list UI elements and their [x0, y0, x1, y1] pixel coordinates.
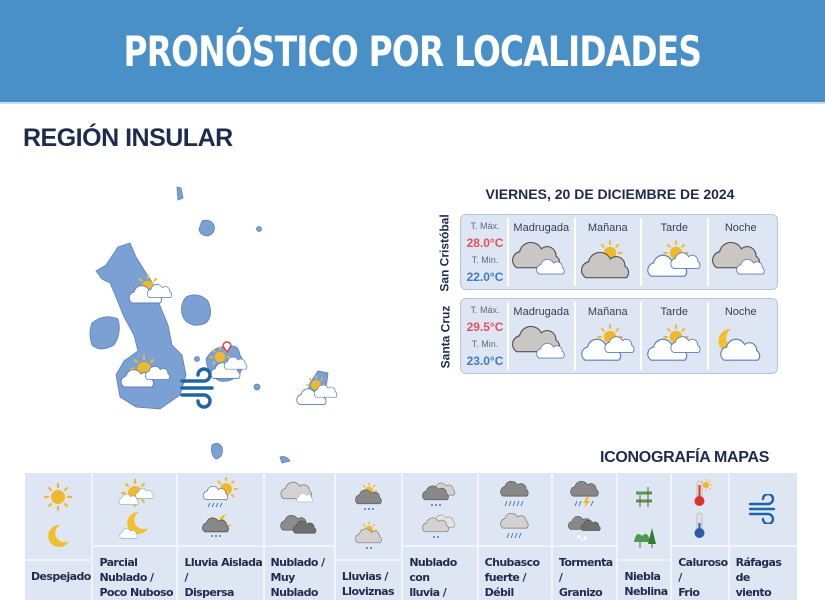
legend-title: ICONOGRAFÍA MAPAS — [600, 449, 770, 466]
partly-cloudy-icon — [647, 240, 701, 277]
sun-icon — [44, 482, 73, 511]
region-title: REGIÓN INSULAR — [23, 124, 233, 152]
island-floreana — [211, 443, 223, 460]
island-santiago — [181, 294, 211, 326]
cloudy-icon — [711, 241, 765, 275]
moon-rain-icon — [202, 514, 233, 537]
max-temp-value: 29.5°C — [466, 319, 504, 334]
location-name: San Cristóbal — [438, 214, 453, 292]
min-temp-value: 22.0°C — [466, 269, 504, 284]
temperatures: T. Máx. 28.0°C T. Min. 22.0°C — [465, 218, 509, 286]
hail-icon — [567, 516, 601, 541]
legend-item-rafagas: Ráfagas de viento — [729, 473, 797, 600]
legend-item-nublado: Nublado / Muy Nublado — [264, 473, 336, 600]
moon-cloud-icon — [119, 511, 148, 539]
forecast-date: VIERNES, 20 DE DICIEMBRE DE 2024 — [485, 186, 735, 202]
thunderstorm-icon — [569, 480, 599, 508]
legend-item-chubasco: Chubasco fuerte / Débil — [478, 473, 553, 600]
location-pin-icon — [222, 341, 232, 354]
min-temp-label: T. Min. — [471, 338, 499, 349]
wind-gust-icon — [749, 494, 776, 524]
fog-icon — [636, 486, 653, 507]
period-manana: Mañana — [576, 218, 642, 286]
sun-cloud-drizzle-icon — [354, 521, 382, 549]
wind-gust-icon — [180, 367, 214, 409]
island-pinta — [198, 219, 215, 237]
max-temp-label: T. Máx. — [470, 220, 500, 231]
moon-icon — [48, 524, 70, 547]
page-title: PRONÓSTICO POR LOCALIDADES — [123, 26, 703, 76]
sun-rain-icon — [203, 477, 239, 508]
partly-cloudy-icon — [580, 240, 630, 279]
page-banner: PRONÓSTICO POR LOCALIDADES — [0, 0, 825, 104]
overcast-icon — [280, 514, 317, 534]
island-pinzon — [194, 356, 200, 362]
legend-item-parcial-nublado: Parcial Nublado / Poco Nuboso — [93, 473, 179, 600]
island-fernandina — [89, 316, 120, 350]
hot-thermometer-icon — [694, 478, 713, 506]
legend-item-lluvia-aislada: Lluvia Aislada / Dispersa — [178, 473, 265, 600]
sun-cloud-rain-icon — [354, 482, 382, 510]
location-card-santa-cruz: Santa Cruz T. Máx. 29.5°C T. Min. 23.0°C… — [438, 298, 778, 374]
partly-cloudy-icon — [647, 324, 701, 361]
legend-item-lluvias: Lluvias / Lloviznas — [335, 473, 404, 600]
period-madrugada: Madrugada — [509, 302, 576, 370]
legend-item-despejado: Despejado — [25, 473, 94, 600]
legend-item-caluroso: Caluroso / Frio — [672, 473, 730, 600]
max-temp-value: 28.0°C — [466, 235, 504, 250]
legend-item-niebla: Niebla Neblina — [618, 473, 673, 600]
legend-item-tormenta: Tormenta / Granizo — [552, 473, 619, 600]
cloud-rain-icon — [422, 482, 456, 506]
period-noche: Noche — [709, 218, 774, 286]
islands — [89, 186, 329, 464]
mist-icon — [634, 527, 657, 548]
island-darwin — [176, 186, 184, 201]
cloudy-icon — [512, 241, 565, 275]
max-temp-label: T. Máx. — [470, 304, 500, 315]
sun-cloud-icon — [118, 478, 154, 508]
period-manana: Mañana — [576, 302, 642, 370]
location-name: Santa Cruz — [438, 305, 452, 369]
location-card-san-cristobal: San Cristóbal T. Máx. 28.0°C T. Min. 22.… — [438, 214, 778, 292]
cloud-drizzle-icon — [422, 514, 456, 538]
cloudy-icon — [280, 481, 314, 503]
cold-thermometer-icon — [694, 512, 705, 538]
min-temp-value: 23.0°C — [466, 353, 504, 368]
period-tarde: Tarde — [642, 218, 709, 286]
island-genovesa — [256, 226, 262, 232]
min-temp-label: T. Min. — [471, 254, 499, 265]
period-tarde: Tarde — [642, 302, 709, 370]
night-partly-cloudy-icon — [718, 328, 761, 361]
period-madrugada: Madrugada — [509, 218, 576, 286]
island-espanola — [279, 456, 291, 464]
island-santa-fe — [253, 383, 261, 391]
cloudy-icon — [512, 325, 565, 359]
icon-legend: Despejado Parcial Nublado / Poco Nuboso — [25, 473, 797, 600]
light-shower-icon — [499, 512, 529, 539]
galapagos-map — [70, 175, 370, 475]
period-noche: Noche — [709, 302, 774, 370]
temperatures: T. Máx. 29.5°C T. Min. 23.0°C — [465, 302, 509, 370]
heavy-shower-icon — [499, 480, 529, 507]
partly-cloudy-icon — [580, 324, 635, 361]
